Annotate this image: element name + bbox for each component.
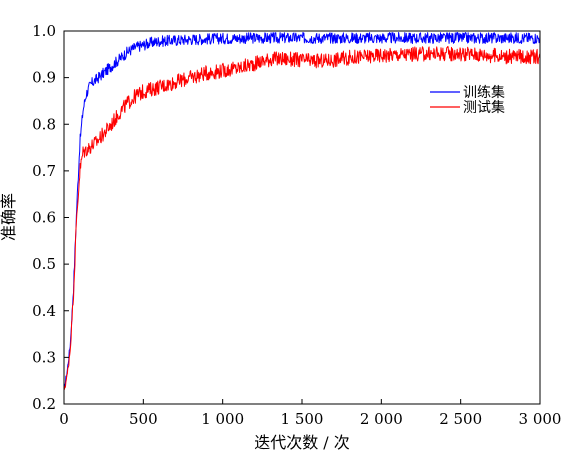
legend-label-train: 训练集 (463, 84, 505, 101)
series-line-train (63, 31, 541, 388)
y-tick-label: 0.9 (32, 69, 56, 87)
y-tick-label: 0.6 (32, 209, 56, 227)
y-tick-label: 0.2 (32, 395, 56, 413)
y-tick-label: 0.4 (32, 302, 56, 320)
y-tick-label: 0.7 (32, 162, 56, 180)
y-tick-label: 0.8 (32, 115, 56, 133)
x-tick-label: 2 000 (360, 410, 403, 428)
x-tick-label: 1 000 (201, 410, 244, 428)
ticks-layer: 0 500 1 000 1 500 2 000 2 500 3 000 0.2 0.3 0.4 0.… (32, 22, 561, 428)
x-axis-label: 迭代次数 / 次 (254, 433, 350, 452)
y-tick-label: 0.5 (32, 255, 56, 273)
x-tick-label: 0 (59, 410, 69, 428)
legend: 训练集 测试集 (430, 84, 505, 116)
y-tick-label: 0.3 (32, 348, 56, 366)
x-tick-label: 500 (129, 410, 158, 428)
x-tick-label: 3 000 (519, 410, 562, 428)
x-tick-label: 1 500 (281, 410, 324, 428)
y-axis-label: 准确率 (0, 193, 18, 241)
x-tick-label: 2 500 (439, 410, 482, 428)
series-layer (63, 31, 541, 390)
y-tick-label: 1.0 (32, 22, 56, 40)
legend-label-test: 测试集 (463, 99, 505, 116)
series-line-test (63, 46, 541, 390)
